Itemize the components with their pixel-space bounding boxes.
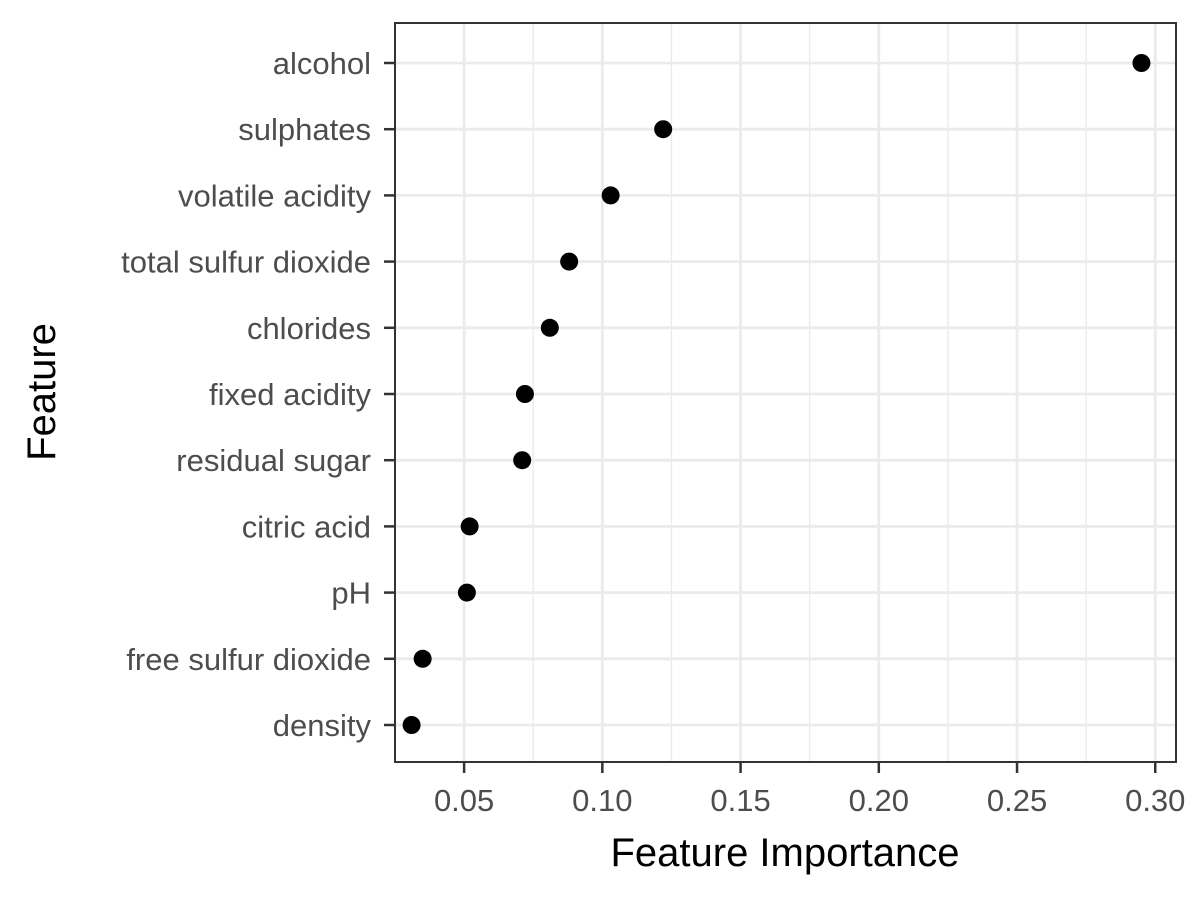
x-axis-title: Feature Importance xyxy=(610,831,959,875)
data-point xyxy=(413,649,432,668)
data-point xyxy=(540,318,559,337)
data-point xyxy=(1132,54,1151,72)
y-axis: alcohol sulphates volatile acidity total su… xyxy=(121,46,395,743)
data-point xyxy=(515,385,534,403)
data-point xyxy=(560,252,579,271)
x-axis: 0.05 0.10 0.15 0.20 0.25 0.30 xyxy=(434,762,1185,818)
y-tick-label: fixed acidity xyxy=(209,377,371,412)
y-tick-label: chlorides xyxy=(247,311,371,346)
y-tick-label: free sulfur dioxide xyxy=(126,642,371,677)
y-tick-label: alcohol xyxy=(273,46,371,81)
y-tick-label: total sulfur dioxide xyxy=(121,245,371,280)
data-point xyxy=(513,451,532,470)
y-tick-label: pH xyxy=(331,576,371,611)
y-tick-label: citric acid xyxy=(242,509,371,544)
x-tick-label: 0.05 xyxy=(434,783,494,818)
y-axis-title: Feature xyxy=(20,323,64,461)
data-points xyxy=(402,54,1151,734)
data-point xyxy=(460,517,479,536)
y-tick-label: residual sugar xyxy=(176,443,371,478)
grid xyxy=(394,23,1176,762)
x-tick-label: 0.10 xyxy=(572,783,632,818)
y-tick-label: density xyxy=(273,708,372,743)
panel-background xyxy=(395,23,1176,762)
panel-border xyxy=(394,22,1177,763)
x-tick-label: 0.15 xyxy=(710,783,770,818)
y-tick-label: volatile acidity xyxy=(178,178,371,213)
y-tick-label: sulphates xyxy=(238,112,371,147)
data-point xyxy=(402,716,421,734)
data-point xyxy=(457,583,476,602)
data-point xyxy=(601,186,620,205)
x-tick-label: 0.25 xyxy=(987,783,1047,818)
x-tick-label: 0.20 xyxy=(849,783,909,818)
data-point xyxy=(654,120,673,139)
x-tick-label: 0.30 xyxy=(1125,783,1185,818)
